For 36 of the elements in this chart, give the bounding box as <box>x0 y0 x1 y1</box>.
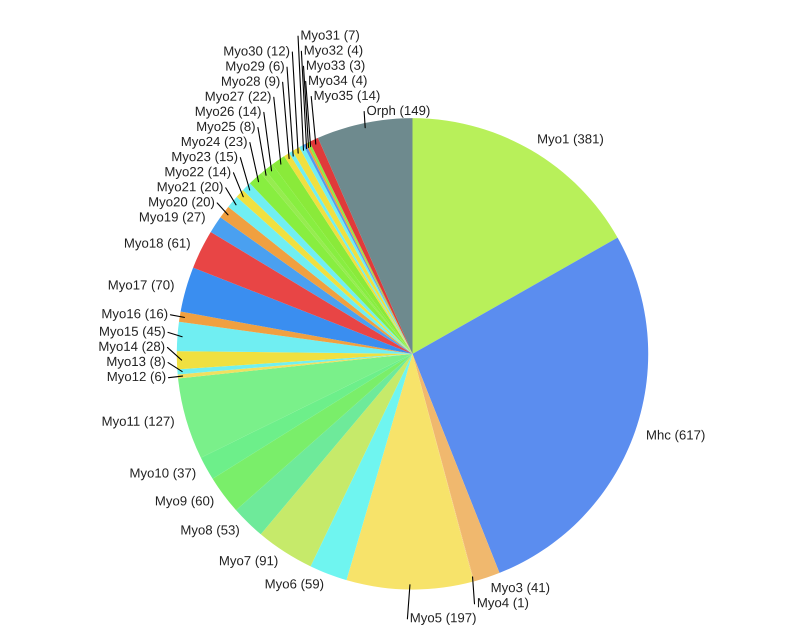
slice-label: Myo9 (60) <box>156 496 214 508</box>
slice-label: Myo32 (4) <box>304 45 362 58</box>
slice-label: Myo23 (15) <box>172 152 238 164</box>
slice-label: Myo25 (8) <box>197 121 255 134</box>
slice-label: Myo17 (70) <box>108 280 174 292</box>
slice-label: Myo4 (1) <box>478 598 528 610</box>
slice-label: Myo14 (28) <box>99 341 164 354</box>
slice-label: Myo29 (6) <box>226 61 284 74</box>
slice-label: Myo1 (381) <box>538 134 604 146</box>
slice-label: Myo30 (12) <box>224 46 290 58</box>
slice-label: Myo31 (7) <box>301 30 359 42</box>
slice-label: Myo26 (14) <box>196 106 261 119</box>
slice-label: Myo6 (59) <box>266 578 324 592</box>
slice-label: Myo7 (91) <box>220 556 278 568</box>
slice-label: Mhc (617) <box>647 430 705 442</box>
slice-label: Myo3 (41) <box>492 582 550 595</box>
slice-label: Myo13 (8) <box>107 356 165 369</box>
slice-label: Myo27 (22) <box>206 91 271 104</box>
slice-label: Myo8 (53) <box>181 524 239 538</box>
slice-label: Myo15 (45) <box>100 326 165 339</box>
slice-label: Myo35 (14) <box>314 90 380 103</box>
slice-label: Myo28 (9) <box>222 76 280 88</box>
slice-label: Myo10 (37) <box>130 468 196 480</box>
slice-label: Myo5 (197) <box>410 612 476 626</box>
slice-label: Myo16 (16) <box>102 308 168 321</box>
slice-label: Myo12 (6) <box>108 371 166 384</box>
slice-label: Myo22 (14) <box>165 166 230 179</box>
slice-label: Orph (149) <box>367 105 430 118</box>
slice-label: Myo18 (61) <box>124 238 190 250</box>
slice-label: Myo33 (3) <box>306 60 364 72</box>
slice-label: Myo21 (20) <box>158 182 223 194</box>
slice-label: Myo19 (27) <box>140 212 205 224</box>
slice-label: Myo34 (4) <box>309 75 367 88</box>
slice-label: Myo20 (20) <box>149 196 214 210</box>
slice-label: Myo24 (23) <box>182 136 247 149</box>
slice-label: Myo11 (127) <box>102 416 174 428</box>
